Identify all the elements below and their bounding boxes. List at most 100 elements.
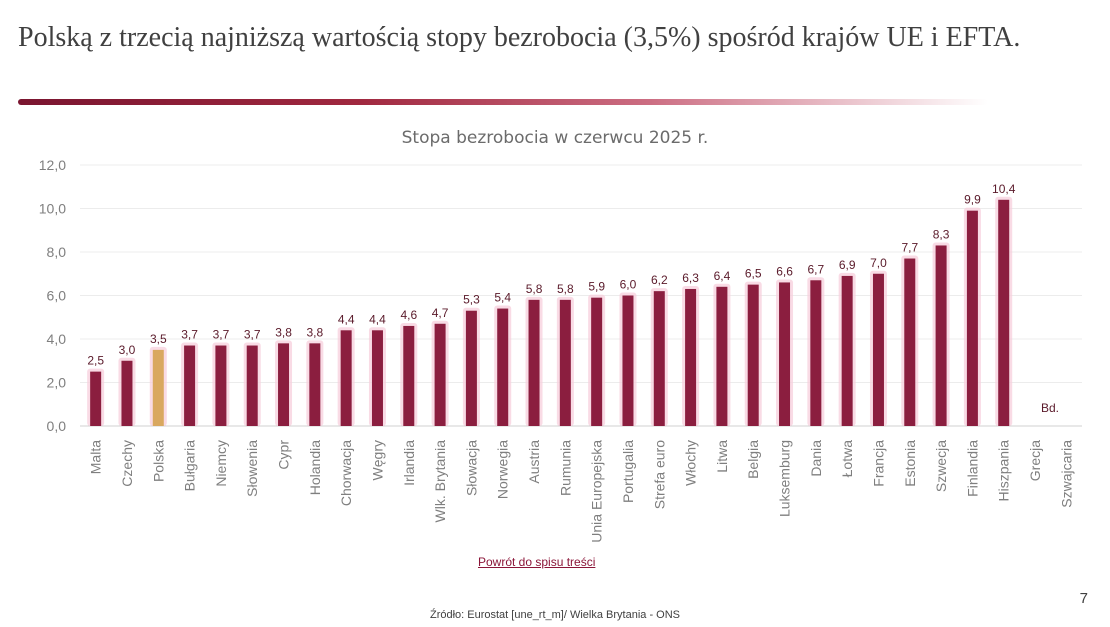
bar-słowacja [465, 310, 477, 426]
bar-strefa-euro [653, 291, 665, 426]
data-label: 6,7 [808, 262, 825, 276]
data-label: 10,4 [992, 182, 1016, 196]
y-axis-ticks: 0,0 2,0 4,0 6,0 8,0 10,0 12,0 [39, 157, 66, 434]
data-label: 3,7 [181, 328, 198, 342]
data-label: 4,4 [369, 312, 386, 326]
category-label: Szwecja [933, 440, 949, 492]
data-label: 6,3 [682, 271, 699, 285]
bars [90, 199, 1010, 426]
data-label: 6,0 [620, 278, 637, 292]
category-label: Malta [88, 440, 104, 474]
category-labels: Malta Czechy Polska Bułgaria Niemcy Słowenia C… [88, 440, 1075, 543]
data-label: 7,7 [901, 241, 918, 255]
bar-słowenia [246, 345, 258, 426]
data-label: 3,8 [275, 325, 292, 339]
bar-austria [528, 299, 540, 426]
bar-belgia [747, 284, 759, 426]
category-label: Czechy [119, 440, 135, 487]
category-label: Węgry [369, 440, 385, 480]
bar-bułgaria [184, 345, 196, 426]
category-label: Dania [808, 440, 824, 477]
category-label: Chorwacja [338, 440, 354, 506]
y-tick-label: 12,0 [39, 157, 66, 173]
category-label: Słowacja [463, 440, 479, 496]
category-label: Niemcy [213, 440, 229, 487]
bar-chorwacja [340, 330, 352, 426]
category-label: Norwegia [495, 440, 511, 499]
bar-cypr [278, 343, 290, 426]
bar-szwecja [935, 245, 947, 426]
bar-węgry [371, 330, 383, 426]
bar-niemcy [215, 345, 227, 426]
data-label: 5,4 [494, 291, 511, 305]
data-label: 4,4 [338, 312, 355, 326]
page-number: 7 [1079, 590, 1088, 607]
unemployment-bar-chart: Stopa bezrobocia w czerwcu 2025 r. 0,0 2,… [39, 128, 1082, 543]
title-underline [18, 99, 988, 105]
category-label: Irlandia [401, 440, 417, 486]
category-label: Szwajcaria [1058, 440, 1074, 508]
category-label: Bułgaria [182, 440, 198, 492]
bar-estonia [904, 258, 916, 426]
bar-czechy [121, 360, 133, 426]
slide-title: Polską z trzecią najniższą wartością sto… [18, 22, 1021, 53]
bar-włochy [685, 288, 697, 426]
category-label: Grecja [1027, 440, 1043, 481]
bar-irlandia [403, 325, 415, 426]
category-label: Rumunia [557, 440, 573, 496]
y-tick-label: 10,0 [39, 201, 66, 217]
data-label: 8,3 [933, 227, 950, 241]
category-label: Holandia [307, 440, 323, 495]
category-label: Łotwa [839, 440, 855, 478]
bar-unia-europejska [591, 297, 603, 426]
data-label: 4,7 [432, 306, 449, 320]
category-label: Polska [150, 440, 166, 482]
category-label: Portugalia [620, 440, 636, 503]
data-label: 5,8 [557, 282, 574, 296]
category-label: Hiszpania [996, 440, 1012, 502]
category-label: Słowenia [244, 440, 260, 497]
category-label: Strefa euro [651, 440, 667, 509]
bar-dania [810, 280, 822, 426]
data-label: 4,6 [400, 308, 417, 322]
no-data-annotation: Bd. [1041, 401, 1059, 415]
data-label: 6,9 [839, 258, 856, 272]
bar-holandia [309, 343, 321, 426]
data-label: 5,8 [526, 282, 543, 296]
category-label: Francja [870, 440, 886, 487]
data-label: 2,5 [87, 354, 104, 368]
data-labels: 2,5 3,0 3,5 3,7 3,7 3,7 3,8 3,8 4,4 4,4 4,6 4,7 5,3 5… [87, 182, 1015, 368]
data-label: 3,7 [213, 328, 230, 342]
category-label: Wlk. Brytania [432, 440, 448, 523]
bar-francja [872, 273, 884, 426]
data-label: 5,9 [588, 280, 605, 294]
back-to-contents-link[interactable]: Powrót do spisu treści [478, 555, 596, 569]
category-label: Estonia [902, 440, 918, 487]
source-note: Źródło: Eurostat [une_rt_m]/ Wielka Bryt… [429, 609, 681, 621]
data-label: 6,2 [651, 273, 668, 287]
data-label: 9,9 [964, 193, 981, 207]
data-label: 3,8 [307, 325, 324, 339]
category-label: Unia Europejska [589, 440, 605, 543]
bar-litwa [716, 286, 728, 426]
y-tick-label: 4,0 [47, 331, 67, 347]
category-label: Finlandia [964, 440, 980, 497]
chart-title: Stopa bezrobocia w czerwcu 2025 r. [402, 128, 709, 148]
bar-łotwa [841, 275, 853, 426]
bar-norwegia [497, 308, 509, 426]
grid-lines [80, 164, 1082, 427]
data-label: 6,5 [745, 267, 762, 281]
bar-hiszpania [998, 199, 1010, 426]
category-label: Belgia [745, 440, 761, 479]
bar-portugalia [622, 295, 634, 426]
data-label: 6,6 [776, 264, 793, 278]
y-tick-label: 0,0 [47, 418, 67, 434]
data-label: 5,3 [463, 293, 480, 307]
bar-malta [90, 371, 102, 426]
y-tick-label: 8,0 [47, 244, 67, 260]
data-label: 6,4 [714, 269, 731, 283]
category-label: Austria [526, 440, 542, 484]
bar-wlk-brytania [434, 323, 446, 426]
data-label: 3,7 [244, 328, 261, 342]
y-tick-label: 2,0 [47, 375, 67, 391]
